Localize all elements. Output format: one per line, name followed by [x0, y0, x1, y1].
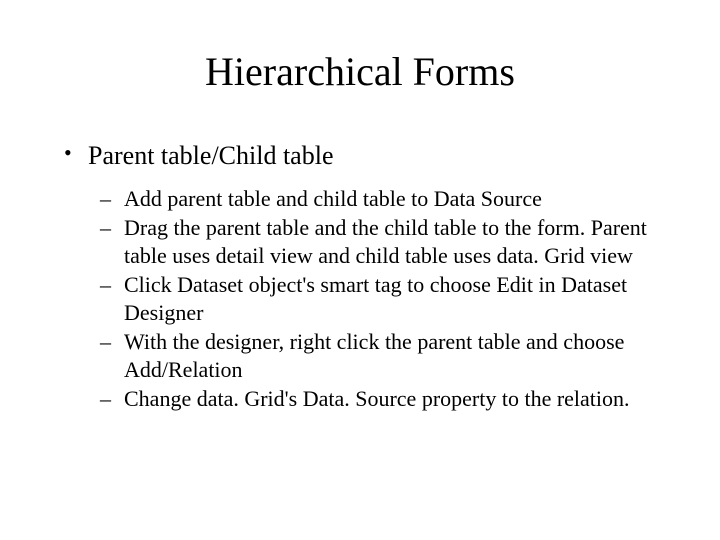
list-item: Add parent table and child table to Data… — [124, 185, 660, 213]
bullet-list-level1: Parent table/Child table Add parent tabl… — [60, 139, 660, 413]
list-item: Click Dataset object's smart tag to choo… — [124, 271, 660, 326]
bullet-text: Click Dataset object's smart tag to choo… — [124, 272, 627, 325]
bullet-text: Drag the parent table and the child tabl… — [124, 215, 647, 268]
list-item: Change data. Grid's Data. Source propert… — [124, 385, 660, 413]
bullet-text: Add parent table and child table to Data… — [124, 186, 542, 211]
bullet-text: Parent table/Child table — [88, 141, 334, 170]
list-item: With the designer, right click the paren… — [124, 328, 660, 383]
bullet-text: Change data. Grid's Data. Source propert… — [124, 386, 630, 411]
bullet-text: With the designer, right click the paren… — [124, 329, 624, 382]
bullet-list-level2: Add parent table and child table to Data… — [88, 185, 660, 413]
slide-title: Hierarchical Forms — [60, 48, 660, 95]
list-item: Parent table/Child table Add parent tabl… — [88, 139, 660, 413]
list-item: Drag the parent table and the child tabl… — [124, 214, 660, 269]
